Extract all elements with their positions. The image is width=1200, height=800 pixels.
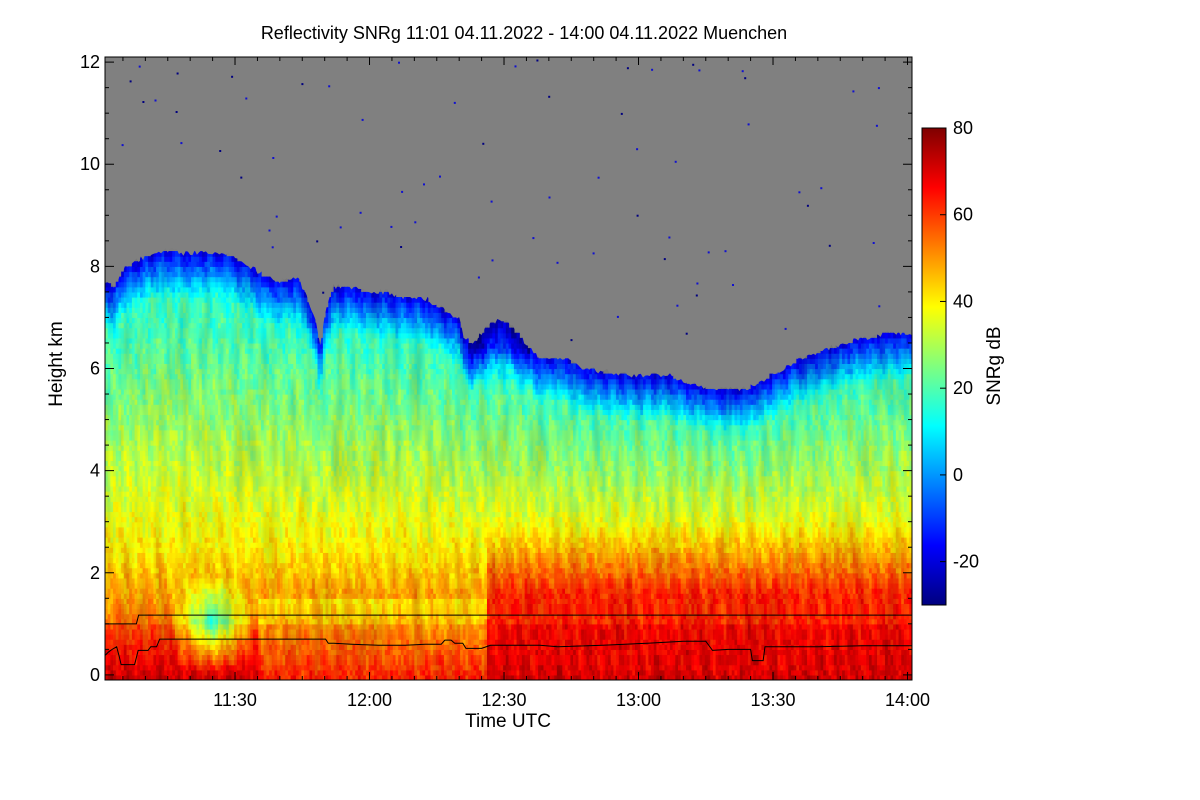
chart-title: Reflectivity SNRg 11:01 04.11.2022 - 14:… (261, 23, 787, 43)
plot-area (105, 57, 912, 680)
